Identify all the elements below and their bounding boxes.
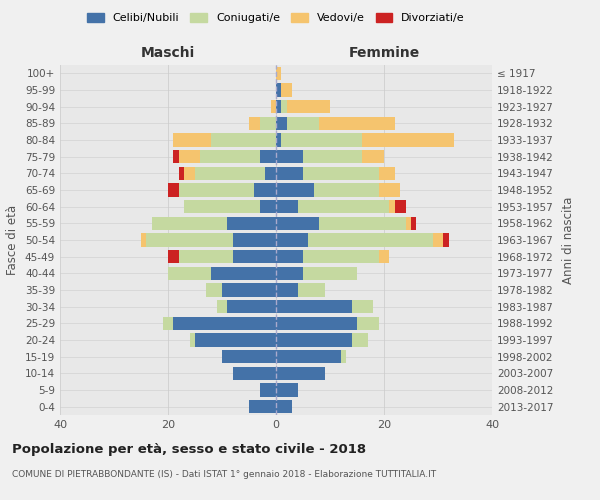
Bar [276, 200, 298, 213]
Bar [249, 116, 260, 130]
Bar [222, 284, 276, 296]
Bar [200, 150, 260, 164]
Bar [341, 350, 346, 364]
Bar [233, 250, 276, 264]
Bar [362, 150, 384, 164]
Bar [265, 166, 276, 180]
Bar [146, 234, 233, 246]
Bar [184, 200, 260, 213]
Bar [168, 250, 179, 264]
Bar [260, 200, 276, 213]
Bar [276, 116, 287, 130]
Bar [433, 234, 443, 246]
Bar [179, 184, 254, 196]
Bar [276, 66, 281, 80]
Bar [190, 334, 195, 346]
Bar [379, 166, 395, 180]
Bar [276, 100, 281, 114]
Bar [276, 166, 303, 180]
Text: COMUNE DI PIETRABBONDANTE (IS) - Dati ISTAT 1° gennaio 2018 - Elaborazione TUTTI: COMUNE DI PIETRABBONDANTE (IS) - Dati IS… [12, 470, 436, 479]
Bar [362, 134, 454, 146]
Bar [254, 184, 276, 196]
Bar [395, 200, 406, 213]
Bar [184, 166, 195, 180]
Bar [287, 116, 319, 130]
Bar [281, 84, 292, 96]
Bar [411, 216, 416, 230]
Bar [319, 116, 395, 130]
Bar [217, 300, 227, 314]
Bar [298, 284, 325, 296]
Bar [173, 150, 179, 164]
Bar [168, 266, 211, 280]
Bar [227, 216, 276, 230]
Bar [276, 184, 314, 196]
Bar [276, 266, 303, 280]
Bar [163, 316, 173, 330]
Text: Popolazione per età, sesso e stato civile - 2018: Popolazione per età, sesso e stato civil… [12, 442, 366, 456]
Bar [222, 350, 276, 364]
Bar [276, 316, 357, 330]
Bar [276, 84, 281, 96]
Bar [260, 116, 276, 130]
Bar [276, 216, 319, 230]
Bar [211, 266, 276, 280]
Bar [227, 300, 276, 314]
Bar [276, 134, 281, 146]
Bar [195, 334, 276, 346]
Bar [249, 400, 276, 413]
Bar [298, 200, 389, 213]
Bar [276, 150, 303, 164]
Text: Femmine: Femmine [349, 46, 419, 60]
Bar [179, 150, 200, 164]
Bar [443, 234, 449, 246]
Bar [211, 134, 276, 146]
Bar [173, 134, 211, 146]
Bar [141, 234, 146, 246]
Bar [276, 334, 352, 346]
Bar [276, 366, 325, 380]
Bar [233, 234, 276, 246]
Bar [260, 384, 276, 396]
Bar [276, 284, 298, 296]
Bar [206, 284, 222, 296]
Bar [271, 100, 276, 114]
Bar [303, 250, 379, 264]
Bar [357, 316, 379, 330]
Bar [152, 216, 227, 230]
Bar [260, 150, 276, 164]
Bar [287, 100, 330, 114]
Bar [276, 250, 303, 264]
Bar [379, 184, 400, 196]
Bar [276, 400, 292, 413]
Y-axis label: Anni di nascita: Anni di nascita [562, 196, 575, 284]
Bar [179, 166, 184, 180]
Bar [389, 200, 395, 213]
Text: Maschi: Maschi [141, 46, 195, 60]
Bar [352, 334, 368, 346]
Bar [276, 384, 298, 396]
Bar [173, 316, 276, 330]
Bar [276, 234, 308, 246]
Bar [308, 234, 433, 246]
Bar [276, 300, 352, 314]
Bar [314, 184, 379, 196]
Bar [406, 216, 411, 230]
Bar [233, 366, 276, 380]
Bar [281, 134, 362, 146]
Legend: Celibi/Nubili, Coniugati/e, Vedovi/e, Divorziati/e: Celibi/Nubili, Coniugati/e, Vedovi/e, Di… [83, 8, 469, 28]
Bar [276, 350, 341, 364]
Y-axis label: Fasce di età: Fasce di età [7, 205, 19, 275]
Bar [303, 166, 379, 180]
Bar [319, 216, 406, 230]
Bar [303, 266, 357, 280]
Bar [379, 250, 389, 264]
Bar [303, 150, 362, 164]
Bar [168, 184, 179, 196]
Bar [179, 250, 233, 264]
Bar [195, 166, 265, 180]
Bar [352, 300, 373, 314]
Bar [281, 100, 287, 114]
